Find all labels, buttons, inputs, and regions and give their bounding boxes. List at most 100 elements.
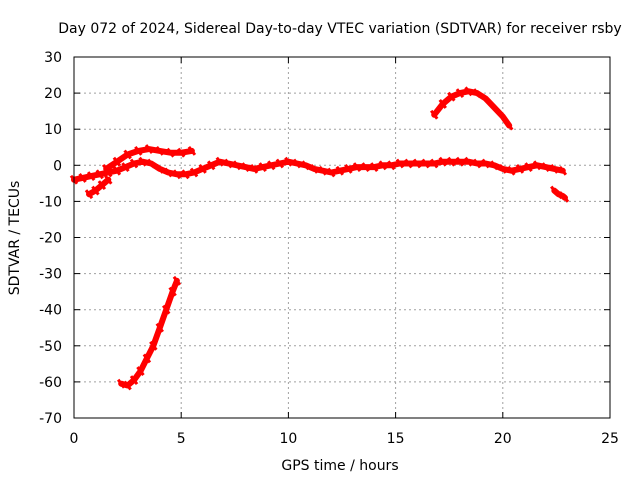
x-tick-label: 20	[494, 431, 512, 447]
data-point	[429, 109, 439, 120]
data-point	[498, 164, 507, 174]
data-point	[172, 169, 182, 180]
data-point	[129, 158, 139, 169]
data-point	[155, 322, 164, 333]
data-point	[138, 156, 147, 167]
data-point	[136, 366, 145, 376]
x-tick-label: 25	[601, 431, 619, 447]
y-tick-label: 0	[53, 158, 62, 174]
series-early-branch	[86, 176, 112, 198]
data-point	[241, 162, 250, 173]
data-point	[172, 275, 182, 286]
data-point	[387, 160, 396, 171]
data-point	[168, 286, 177, 297]
data-point	[455, 156, 465, 167]
y-axis-label: SDTVAR / TECUs	[7, 181, 23, 296]
data-point	[155, 145, 164, 156]
y-tick-label: -10	[39, 194, 62, 210]
data-point	[524, 162, 533, 173]
data-point	[149, 340, 158, 351]
data-point	[258, 162, 267, 173]
data-point	[181, 169, 190, 180]
data-point	[166, 147, 175, 158]
data-point	[412, 158, 422, 169]
series-lower-arc	[118, 277, 180, 389]
data-point	[112, 165, 122, 176]
data-point	[189, 167, 199, 178]
data-point	[335, 165, 345, 176]
data-point	[464, 86, 473, 97]
data-point	[421, 158, 430, 169]
x-tick-label: 5	[177, 431, 186, 447]
data-point	[554, 189, 563, 200]
data-point	[275, 158, 285, 169]
data-point	[134, 145, 143, 156]
data-point	[541, 162, 550, 173]
data-series	[69, 86, 570, 391]
data-point	[146, 158, 156, 169]
data-point	[447, 156, 456, 167]
data-point	[116, 378, 126, 389]
data-point	[232, 160, 242, 171]
data-point	[490, 160, 499, 171]
data-point	[318, 165, 327, 176]
data-point	[164, 167, 173, 178]
data-point	[155, 164, 164, 174]
data-point	[161, 304, 171, 315]
data-point	[292, 158, 302, 169]
data-point	[558, 165, 568, 176]
x-tick-label: 15	[387, 431, 405, 447]
y-tick-label: 20	[44, 86, 62, 102]
data-point	[78, 173, 87, 183]
y-tick-label: 10	[44, 122, 62, 138]
data-point	[97, 180, 107, 191]
data-point	[101, 164, 111, 174]
y-tick-label: -30	[39, 267, 62, 283]
data-point	[472, 88, 482, 98]
data-point	[215, 156, 224, 167]
data-point	[309, 164, 319, 174]
data-point	[144, 144, 154, 154]
data-point	[481, 93, 490, 104]
data-point	[498, 111, 507, 122]
y-tick-label: -60	[39, 375, 62, 391]
data-point	[301, 160, 310, 171]
y-tick-label: -70	[39, 411, 62, 427]
series-main	[71, 158, 566, 183]
data-point	[224, 158, 233, 169]
data-point	[515, 164, 525, 174]
data-point	[123, 149, 132, 160]
data-point	[464, 156, 473, 167]
y-tick-label: -20	[39, 231, 62, 247]
data-point	[267, 160, 276, 171]
data-point	[395, 158, 405, 169]
data-point	[455, 88, 465, 98]
data-point	[104, 174, 113, 185]
x-tick-label: 0	[70, 431, 79, 447]
data-point	[91, 185, 100, 196]
data-point	[404, 158, 413, 169]
y-tick-label: -50	[39, 339, 62, 355]
data-point	[207, 160, 216, 171]
data-point	[560, 192, 570, 203]
data-point	[361, 162, 370, 173]
data-point	[550, 164, 559, 174]
data-point	[344, 164, 353, 174]
data-point	[86, 171, 96, 182]
y-tick-label: 30	[44, 50, 62, 66]
data-point	[481, 158, 490, 169]
data-point	[187, 145, 197, 156]
data-point	[249, 164, 259, 174]
data-point	[369, 162, 379, 173]
data-point	[472, 158, 482, 169]
x-tick-label: 10	[279, 431, 297, 447]
data-point	[532, 160, 542, 171]
data-point	[129, 375, 139, 385]
data-point	[438, 99, 447, 109]
data-point	[327, 167, 336, 178]
data-point	[95, 169, 104, 180]
data-point	[490, 102, 499, 113]
data-point	[198, 164, 207, 174]
data-point	[352, 162, 362, 173]
